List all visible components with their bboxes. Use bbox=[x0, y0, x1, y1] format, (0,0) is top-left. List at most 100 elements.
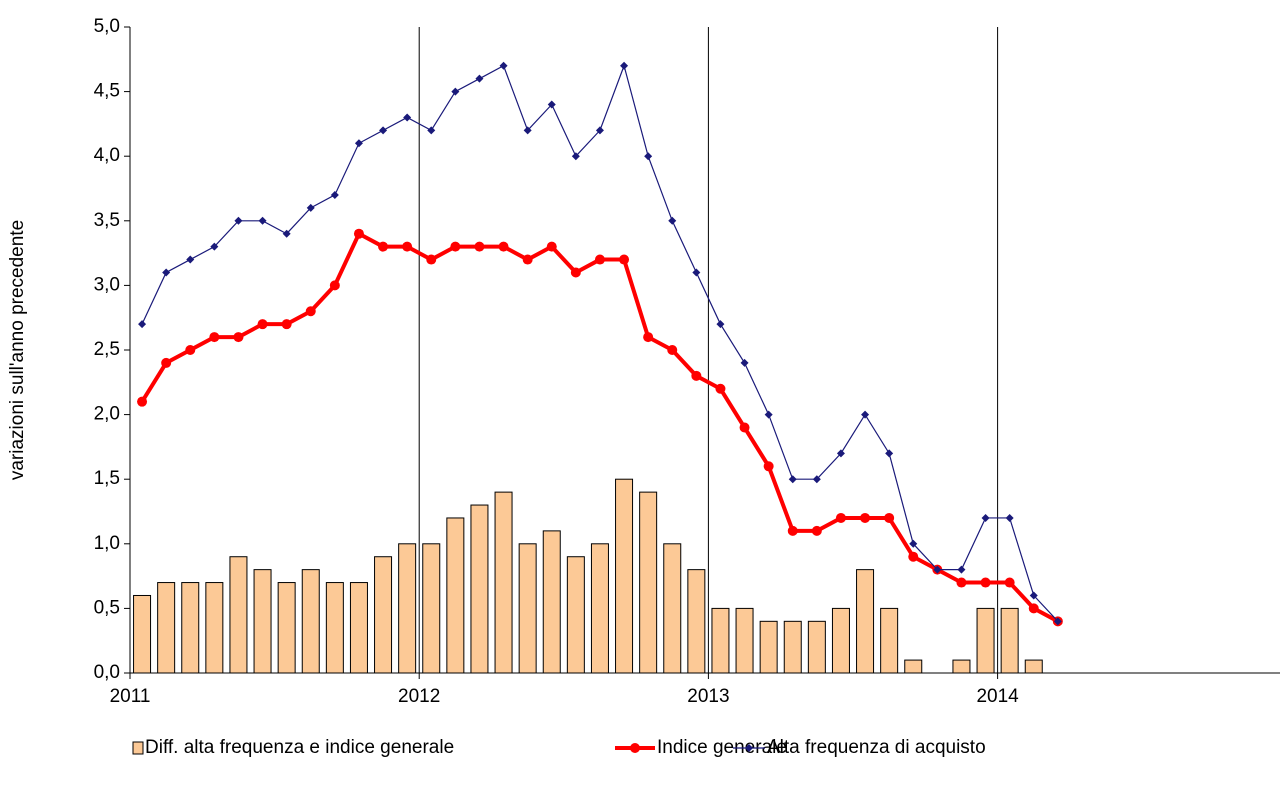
point bbox=[403, 113, 412, 122]
y-tick-label: 3,5 bbox=[94, 210, 120, 231]
point bbox=[836, 449, 845, 458]
point bbox=[258, 216, 267, 225]
legend-marker bbox=[745, 744, 753, 752]
point bbox=[281, 319, 292, 330]
y-tick-label: 4,0 bbox=[94, 145, 120, 166]
point bbox=[835, 512, 846, 523]
bar bbox=[856, 569, 875, 674]
point bbox=[811, 525, 822, 536]
point bbox=[209, 332, 220, 343]
point bbox=[620, 61, 629, 70]
point bbox=[546, 241, 557, 252]
bar bbox=[157, 582, 176, 674]
bar bbox=[301, 569, 320, 674]
x-tick-label: 2012 bbox=[398, 686, 440, 707]
point bbox=[1028, 603, 1039, 614]
point bbox=[643, 332, 654, 343]
bar bbox=[349, 582, 368, 674]
point bbox=[522, 254, 533, 265]
legend-marker bbox=[630, 743, 640, 753]
point bbox=[667, 345, 678, 355]
point bbox=[763, 461, 774, 472]
point bbox=[450, 241, 461, 252]
bar bbox=[831, 607, 850, 674]
point bbox=[933, 565, 942, 574]
bar bbox=[277, 582, 296, 674]
bar bbox=[880, 607, 899, 674]
line bbox=[141, 63, 1059, 622]
y-tick-label: 2,5 bbox=[94, 339, 120, 360]
bar bbox=[518, 543, 537, 674]
point bbox=[861, 410, 870, 419]
bar bbox=[976, 607, 995, 674]
point bbox=[980, 577, 991, 588]
point bbox=[329, 280, 340, 291]
point bbox=[305, 306, 316, 317]
y-tick-label: 1,0 bbox=[94, 533, 120, 554]
bar bbox=[783, 620, 802, 674]
point bbox=[570, 267, 581, 278]
x-tick-label: 2013 bbox=[687, 686, 729, 707]
point bbox=[498, 241, 509, 252]
y-tick-label: 0,5 bbox=[94, 597, 120, 618]
point bbox=[644, 152, 653, 161]
point bbox=[233, 332, 244, 343]
point bbox=[353, 228, 364, 239]
point bbox=[692, 268, 701, 277]
bar bbox=[590, 543, 609, 674]
point bbox=[330, 190, 339, 199]
bar bbox=[807, 620, 826, 674]
legend-label: Alta frequenza di acquisto bbox=[767, 737, 986, 758]
point bbox=[257, 319, 268, 330]
bar bbox=[446, 517, 465, 674]
point bbox=[909, 539, 918, 548]
bar bbox=[639, 491, 658, 674]
point bbox=[691, 370, 702, 381]
point bbox=[956, 577, 967, 588]
point bbox=[957, 565, 966, 574]
bar bbox=[325, 582, 344, 674]
point bbox=[475, 74, 484, 83]
bar bbox=[1024, 659, 1043, 674]
y-tick-label: 5,0 bbox=[94, 16, 120, 37]
point bbox=[739, 422, 750, 433]
point bbox=[523, 126, 532, 135]
bar bbox=[952, 659, 971, 674]
legend-label: Indice generale bbox=[657, 737, 787, 758]
y-tick-label: 1,5 bbox=[94, 468, 120, 489]
bar bbox=[470, 504, 489, 674]
bar bbox=[229, 556, 248, 674]
point bbox=[354, 139, 363, 148]
point bbox=[162, 268, 171, 277]
bar bbox=[687, 569, 706, 674]
point bbox=[1029, 591, 1038, 600]
point bbox=[619, 254, 630, 265]
point bbox=[379, 126, 388, 135]
point bbox=[186, 255, 195, 264]
point bbox=[884, 512, 895, 523]
point bbox=[812, 475, 821, 484]
legend-swatch bbox=[132, 741, 144, 755]
x-tick-label: 2011 bbox=[110, 686, 151, 707]
point bbox=[137, 396, 148, 407]
point bbox=[234, 216, 243, 225]
bar bbox=[542, 530, 561, 674]
bar bbox=[566, 556, 585, 674]
point bbox=[474, 241, 485, 252]
point bbox=[185, 345, 196, 355]
x-tick-label: 2014 bbox=[976, 686, 1019, 707]
point bbox=[715, 383, 726, 394]
point bbox=[787, 525, 798, 536]
point bbox=[1053, 617, 1062, 626]
point bbox=[595, 126, 604, 135]
point bbox=[740, 358, 749, 367]
y-tick-label: 3,0 bbox=[94, 274, 120, 295]
bar bbox=[253, 569, 272, 674]
point bbox=[402, 241, 413, 252]
point bbox=[571, 152, 580, 161]
y-tick-label: 4,5 bbox=[94, 81, 120, 102]
bar bbox=[615, 478, 634, 674]
point bbox=[1004, 577, 1015, 588]
point bbox=[716, 320, 725, 329]
